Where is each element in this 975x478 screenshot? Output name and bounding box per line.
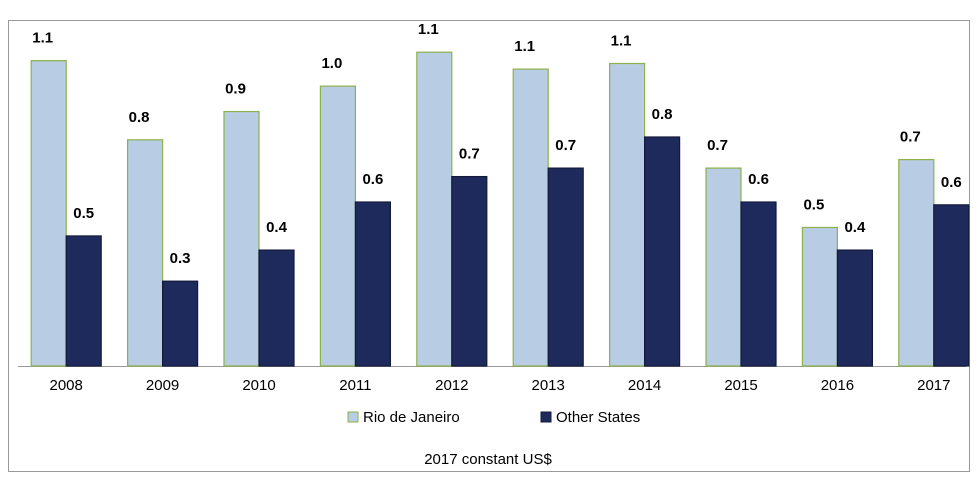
value-label: 1.1 <box>418 21 439 38</box>
value-label: 0.8 <box>652 106 673 123</box>
value-label: 0.8 <box>129 109 150 126</box>
x-tick-label: 2016 <box>821 377 854 394</box>
bar <box>319 85 356 367</box>
x-tick-label: 2010 <box>242 377 275 394</box>
x-tick-label: 2017 <box>917 377 950 394</box>
bar <box>65 235 102 367</box>
value-label: 0.3 <box>170 250 191 267</box>
bar <box>354 201 391 367</box>
value-label: 0.7 <box>459 146 480 163</box>
bar <box>608 62 646 367</box>
value-label: 0.9 <box>225 81 246 98</box>
value-label: 1.1 <box>611 32 632 49</box>
bar <box>162 280 199 367</box>
bar <box>416 51 453 367</box>
value-label: 1.1 <box>32 30 53 47</box>
value-label: 1.0 <box>321 55 342 72</box>
bar <box>30 60 67 367</box>
x-tick-label: 2008 <box>50 377 83 394</box>
bar <box>801 226 839 367</box>
value-label: 1.1 <box>514 38 535 55</box>
value-label: 0.6 <box>362 171 383 188</box>
bar <box>933 204 970 367</box>
value-label: 0.7 <box>707 137 728 154</box>
bar <box>643 136 681 367</box>
bar <box>126 139 164 367</box>
x-tick-label: 2014 <box>628 377 661 394</box>
bar <box>740 201 777 367</box>
value-label: 0.6 <box>941 174 962 191</box>
bar <box>705 167 742 367</box>
bar <box>836 249 874 367</box>
legend-label: Rio de Janeiro <box>363 409 460 426</box>
value-label: 0.5 <box>73 205 94 222</box>
legend-swatch <box>347 411 359 423</box>
bar <box>547 167 584 367</box>
note: 2017 constant US$ <box>424 451 552 468</box>
value-label: 0.4 <box>844 219 866 236</box>
x-tick-label: 2015 <box>724 377 757 394</box>
bar <box>512 68 549 367</box>
value-label: 0.4 <box>266 219 288 236</box>
value-label: 0.7 <box>900 129 921 146</box>
bar <box>898 159 935 367</box>
value-label: 0.6 <box>748 171 769 188</box>
x-tick-label: 2012 <box>435 377 468 394</box>
x-tick-label: 2013 <box>532 377 565 394</box>
value-label: 0.5 <box>803 196 824 213</box>
bar <box>223 110 260 367</box>
bar <box>258 249 295 367</box>
legend-label: Other States <box>556 409 640 426</box>
x-tick-label: 2011 <box>339 377 371 394</box>
legend-swatch <box>540 411 552 423</box>
value-label: 0.7 <box>555 137 576 154</box>
chart-frame <box>8 20 970 472</box>
bar <box>451 175 488 367</box>
x-tick-label: 2009 <box>146 377 179 394</box>
